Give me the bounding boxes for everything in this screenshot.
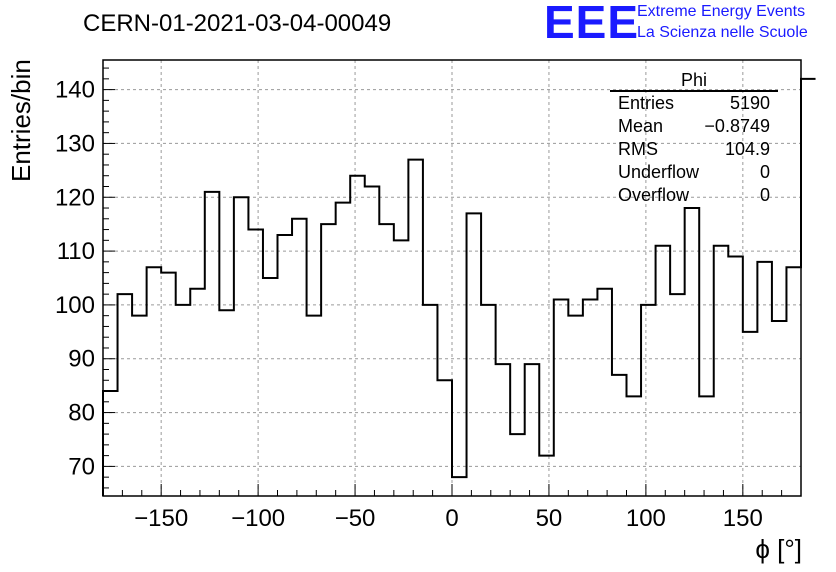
histogram-bin bbox=[496, 364, 511, 496]
x-tick-label: 150 bbox=[723, 505, 763, 532]
histogram-bin bbox=[597, 289, 612, 496]
histogram-bin bbox=[801, 79, 816, 496]
histogram-bin bbox=[467, 213, 482, 496]
histogram-bin bbox=[757, 262, 772, 496]
histogram-bin bbox=[437, 380, 452, 496]
histogram-bin bbox=[307, 316, 322, 496]
y-tick-label: 140 bbox=[55, 77, 95, 104]
histogram-bin bbox=[103, 391, 118, 496]
stats-row-rms: RMS 104.9 bbox=[610, 138, 778, 161]
histogram-bin bbox=[278, 235, 293, 496]
y-axis-label: Entries/bin bbox=[6, 59, 36, 182]
histogram-bin bbox=[292, 219, 307, 496]
histogram-bin bbox=[394, 240, 409, 496]
stats-title: Phi bbox=[610, 70, 778, 92]
y-tick-label: 130 bbox=[55, 130, 95, 157]
histogram-bin bbox=[627, 396, 642, 496]
chart-title: CERN-01-2021-03-04-00049 bbox=[83, 10, 392, 37]
histogram-bin bbox=[772, 321, 787, 496]
stats-value: 5190 bbox=[729, 93, 770, 113]
histogram-bin bbox=[234, 197, 249, 496]
histogram-bin bbox=[147, 267, 162, 496]
histogram-bin bbox=[205, 192, 220, 496]
histogram-bin bbox=[525, 364, 540, 496]
y-tick-label: 100 bbox=[55, 292, 95, 319]
histogram-bin bbox=[685, 208, 700, 496]
histogram-bin bbox=[714, 246, 729, 496]
histogram-bin bbox=[568, 316, 583, 496]
stats-label: Overflow bbox=[618, 185, 690, 205]
stats-label: Entries bbox=[618, 93, 675, 113]
eee-logo: EEE bbox=[544, 0, 640, 48]
x-tick-label: −100 bbox=[231, 505, 285, 532]
histogram-bin bbox=[786, 267, 801, 496]
y-tick-label: 110 bbox=[57, 238, 95, 265]
histogram-bin bbox=[263, 278, 278, 496]
stats-value: 0 bbox=[759, 162, 770, 182]
histogram-bin bbox=[510, 434, 525, 496]
logo-caption-line1: Extreme Energy Events bbox=[637, 3, 806, 20]
histogram-bin bbox=[118, 294, 133, 496]
histogram-bin bbox=[743, 332, 758, 496]
histogram-bin bbox=[539, 456, 554, 496]
histogram-bin bbox=[219, 310, 234, 496]
histogram-bin bbox=[132, 316, 147, 496]
x-tick-label: −150 bbox=[134, 505, 188, 532]
stats-value: 104.9 bbox=[724, 139, 770, 159]
stats-row-underflow: Underflow 0 bbox=[610, 161, 778, 184]
histogram-bin bbox=[612, 375, 627, 496]
histogram-bin bbox=[248, 230, 263, 496]
histogram-bin bbox=[161, 273, 176, 496]
histogram-bin bbox=[656, 246, 671, 496]
x-tick-label: −50 bbox=[335, 505, 376, 532]
histogram-bin bbox=[641, 305, 656, 496]
logo-caption-line2: La Scienza nelle Scuole bbox=[637, 24, 808, 41]
histogram-bin bbox=[481, 305, 496, 496]
histogram-bin bbox=[728, 256, 743, 496]
stats-label: Mean bbox=[618, 116, 664, 136]
histogram-bin bbox=[583, 300, 598, 496]
histogram-bin bbox=[670, 294, 685, 496]
x-tick-label: 0 bbox=[445, 505, 458, 532]
histogram-bin bbox=[423, 305, 438, 496]
stats-row-overflow: Overflow 0 bbox=[610, 184, 778, 207]
histogram-outline bbox=[102, 77, 816, 496]
stats-row-mean: Mean −0.8749 bbox=[610, 115, 778, 138]
stats-value: 0 bbox=[759, 185, 770, 205]
y-tick-label: 70 bbox=[68, 453, 95, 480]
x-axis-label: ϕ [°] bbox=[755, 534, 802, 564]
x-tick-label: 100 bbox=[626, 505, 666, 532]
stats-label: RMS bbox=[618, 139, 658, 159]
y-tick-label: 120 bbox=[55, 184, 95, 211]
stats-label: Underflow bbox=[618, 162, 700, 182]
x-tick-label: 50 bbox=[536, 505, 563, 532]
histogram-bin bbox=[554, 300, 569, 496]
stats-value: −0.8749 bbox=[704, 116, 770, 136]
histogram-bin bbox=[379, 224, 394, 496]
histogram-bin bbox=[452, 477, 467, 496]
histogram-bin bbox=[190, 289, 205, 496]
histogram-bin bbox=[408, 160, 423, 496]
histogram-bin bbox=[699, 396, 714, 496]
histogram-bin bbox=[336, 203, 351, 496]
histogram-bin bbox=[321, 224, 336, 496]
y-tick-label: 90 bbox=[68, 346, 95, 373]
histogram-bin bbox=[365, 186, 380, 496]
histogram-bin bbox=[176, 305, 191, 496]
stats-box: Phi Entries 5190 Mean −0.8749 RMS 104.9 … bbox=[610, 70, 778, 207]
histogram-bin bbox=[350, 176, 365, 496]
stats-row-entries: Entries 5190 bbox=[610, 92, 778, 115]
y-tick-label: 80 bbox=[68, 400, 95, 427]
plot-frame bbox=[102, 59, 802, 497]
